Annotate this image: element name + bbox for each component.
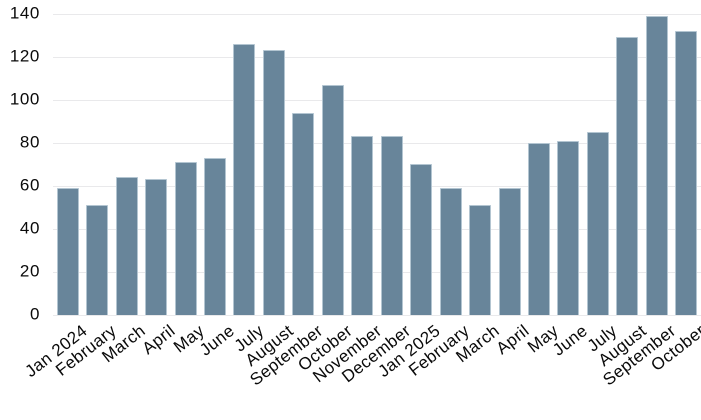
x-axis-label-13: February bbox=[405, 321, 474, 380]
x-axis-label-18: July bbox=[583, 321, 621, 356]
x-axis-label-15: April bbox=[492, 321, 533, 359]
bar-july-6 bbox=[233, 43, 256, 315]
x-axis-label-19: August bbox=[594, 321, 651, 371]
bar-jan-2024-0 bbox=[56, 187, 79, 315]
x-axis-label-16: May bbox=[523, 321, 562, 357]
x-axis-label-9: October bbox=[293, 321, 356, 375]
gridline-120 bbox=[53, 56, 701, 58]
bar-december-11 bbox=[380, 136, 403, 315]
bar-march-2 bbox=[115, 177, 138, 315]
x-axis-label-17: June bbox=[549, 321, 592, 360]
x-axis-label-11: December bbox=[338, 321, 415, 387]
bar-august-7 bbox=[262, 50, 285, 315]
x-axis-label-3: April bbox=[138, 321, 179, 359]
gridline-40 bbox=[53, 228, 701, 230]
bar-may-16 bbox=[528, 142, 550, 315]
y-axis-label-60: 60 bbox=[19, 175, 40, 195]
gridline-140 bbox=[53, 13, 701, 15]
gridline-80 bbox=[53, 142, 701, 144]
bar-october-21 bbox=[675, 30, 698, 315]
x-axis-label-4: May bbox=[170, 321, 209, 357]
bar-february-13 bbox=[439, 187, 462, 315]
y-axis-label-20: 20 bbox=[19, 261, 40, 281]
bar-july-18 bbox=[586, 131, 609, 315]
bar-may-4 bbox=[174, 162, 197, 315]
bar-jan-2025-12 bbox=[410, 164, 433, 315]
x-axis-label-10: November bbox=[308, 321, 385, 387]
x-axis-label-2: March bbox=[98, 321, 150, 367]
bar-november-10 bbox=[351, 136, 374, 315]
x-axis-label-6: July bbox=[230, 321, 268, 356]
bar-march-14 bbox=[469, 205, 492, 315]
bar-september-20 bbox=[645, 15, 668, 315]
x-axis-label-21: October bbox=[647, 321, 701, 375]
gridline-0 bbox=[53, 315, 701, 316]
y-axis-label-120: 120 bbox=[9, 46, 40, 66]
bar-june-5 bbox=[204, 157, 226, 315]
y-axis-label-100: 100 bbox=[9, 89, 40, 109]
bar-october-9 bbox=[321, 84, 344, 315]
x-axis-label-14: March bbox=[452, 321, 503, 367]
y-axis-label-140: 140 bbox=[9, 3, 40, 23]
bar-april-3 bbox=[145, 179, 168, 315]
gridline-60 bbox=[53, 185, 701, 187]
y-axis: 0 20 40 60 80 100 120 140 bbox=[0, 0, 40, 420]
x-axis-label-7: August bbox=[241, 321, 297, 371]
bar-april-15 bbox=[498, 187, 521, 315]
bar-june-17 bbox=[557, 140, 580, 315]
y-axis-label-40: 40 bbox=[19, 218, 40, 238]
x-axis-label-1: February bbox=[52, 321, 120, 380]
bar-september-8 bbox=[292, 112, 315, 315]
y-axis-label-0: 0 bbox=[29, 304, 40, 324]
gridline-20 bbox=[53, 271, 701, 273]
x-axis-label-12: Jan 2025 bbox=[374, 321, 444, 382]
bar-february-1 bbox=[86, 205, 109, 315]
gridline-100 bbox=[53, 99, 701, 101]
bar-august-19 bbox=[616, 37, 639, 315]
y-axis-label-80: 80 bbox=[19, 132, 40, 152]
x-axis-label-20: September bbox=[599, 321, 680, 390]
plot-area bbox=[53, 0, 701, 316]
x-axis-label-8: September bbox=[246, 321, 327, 390]
x-axis-label-5: June bbox=[195, 321, 238, 360]
